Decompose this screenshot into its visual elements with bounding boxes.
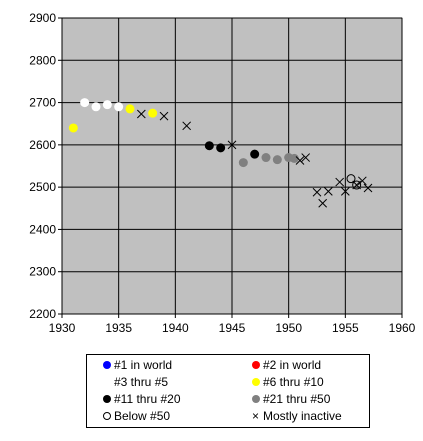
- y-tick-label: 2200: [29, 307, 56, 321]
- data-point: [335, 177, 345, 187]
- legend-marker-icon: ×: [252, 409, 260, 423]
- data-point: [68, 123, 78, 133]
- legend-item: Below #50: [103, 408, 170, 424]
- data-point: [295, 156, 305, 165]
- legend-marker-icon: [103, 374, 112, 390]
- data-point: [261, 153, 271, 163]
- x-tick-label: 1935: [105, 321, 132, 335]
- data-point: [352, 180, 362, 190]
- legend-marker-icon: [103, 357, 112, 373]
- data-point: [346, 174, 356, 184]
- x-tick-label: 1940: [162, 321, 189, 335]
- legend-item: × Mostly inactive: [252, 408, 342, 424]
- legend-label: #21 thru #50: [263, 392, 331, 406]
- x-tick-label: 1960: [389, 321, 416, 335]
- legend: #1 in world #2 in world #3 thru #5 #6 thru …: [86, 354, 370, 428]
- legend-marker-icon: [252, 391, 261, 407]
- data-point: [204, 141, 214, 151]
- legend-marker-icon: [103, 391, 112, 407]
- axis-ticks: 1930 1935 1940 1945 1950 1955 1960 2200 2300 2400…: [29, 11, 415, 335]
- legend-item: #6 thru #10: [252, 374, 324, 390]
- x-tick-label: 1950: [275, 321, 302, 335]
- data-point: [323, 187, 333, 196]
- data-point: [227, 140, 237, 150]
- data-markers: [68, 98, 373, 208]
- data-point: [238, 158, 248, 168]
- data-point: [357, 176, 367, 186]
- data-point: [312, 187, 322, 197]
- legend-marker-icon: [252, 357, 261, 373]
- x-tick-label: 1955: [332, 321, 359, 335]
- y-tick-label: 2800: [29, 53, 56, 67]
- data-point: [136, 109, 146, 119]
- y-tick-label: 2300: [29, 265, 56, 279]
- data-point: [301, 153, 311, 162]
- y-tick-label: 2700: [29, 96, 56, 110]
- data-point: [182, 121, 192, 131]
- legend-label: Mostly inactive: [263, 409, 342, 423]
- data-point: [148, 108, 158, 118]
- legend-label: #1 in world: [114, 358, 173, 372]
- x-tick-label: 1945: [219, 321, 246, 335]
- legend-label: #11 thru #20: [114, 392, 181, 406]
- y-tick-label: 2900: [29, 11, 56, 25]
- data-point: [363, 183, 373, 193]
- legend-item: #11 thru #20: [103, 391, 181, 407]
- legend-item: #1 in world: [103, 357, 172, 373]
- data-point: [272, 155, 282, 165]
- data-point: [318, 198, 328, 208]
- legend-marker-icon: [252, 374, 261, 390]
- legend-label: #6 thru #10: [263, 375, 324, 389]
- x-tick-label: 1930: [49, 321, 76, 335]
- legend-label: #3 thru #5: [114, 375, 169, 389]
- legend-label: Below #50: [114, 409, 171, 423]
- data-point: [216, 143, 226, 153]
- data-point: [114, 102, 124, 112]
- legend-item: #3 thru #5: [103, 374, 168, 390]
- data-point: [289, 153, 299, 163]
- data-point: [250, 149, 260, 159]
- data-point: [125, 104, 135, 114]
- data-point: [159, 111, 169, 121]
- data-point: [102, 100, 112, 110]
- data-point: [91, 102, 101, 112]
- legend-label: #2 in world: [263, 358, 322, 372]
- y-tick-label: 2400: [29, 222, 56, 236]
- y-tick-label: 2500: [29, 180, 56, 194]
- y-tick-label: 2600: [29, 138, 56, 152]
- data-point: [352, 180, 362, 190]
- legend-marker-icon: [103, 408, 112, 424]
- data-point: [340, 187, 350, 196]
- legend-item: #2 in world: [252, 357, 321, 373]
- data-point: [80, 98, 90, 108]
- legend-item: #21 thru #50: [252, 391, 330, 407]
